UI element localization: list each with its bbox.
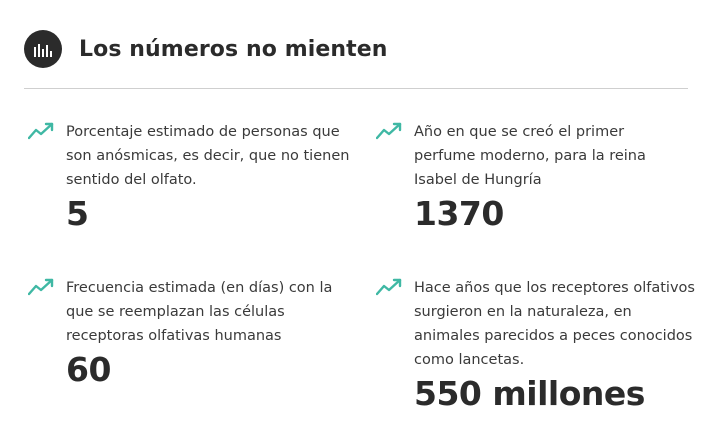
stat-description: Año en que se creó el primer perfume mod… — [414, 124, 646, 188]
stat-description: Frecuencia estimada (en días) con la que… — [66, 280, 333, 344]
stat-item: Hace años que los receptores olfativos s… — [375, 276, 696, 414]
stat-item: Año en que se creó el primer perfume mod… — [375, 120, 684, 234]
divider — [24, 88, 688, 89]
stat-description: Porcentaje estimado de personas que son … — [66, 124, 350, 188]
stat-value: 5 — [66, 194, 89, 233]
section-title: Los números no mienten — [79, 36, 388, 62]
stat-value: 550 millones — [414, 374, 645, 413]
stat-item: Frecuencia estimada (en días) con la que… — [27, 276, 356, 390]
bar-chart-icon — [24, 30, 62, 68]
section-header: Los números no mienten — [24, 30, 388, 68]
stat-item: Porcentaje estimado de personas que son … — [27, 120, 356, 234]
trend-up-icon — [375, 122, 402, 140]
trend-up-icon — [27, 278, 54, 296]
stat-value: 60 — [66, 350, 111, 389]
trend-up-icon — [375, 278, 402, 296]
stat-value: 1370 — [414, 194, 504, 233]
trend-up-icon — [27, 122, 54, 140]
stat-description: Hace años que los receptores olfativos s… — [414, 280, 695, 368]
